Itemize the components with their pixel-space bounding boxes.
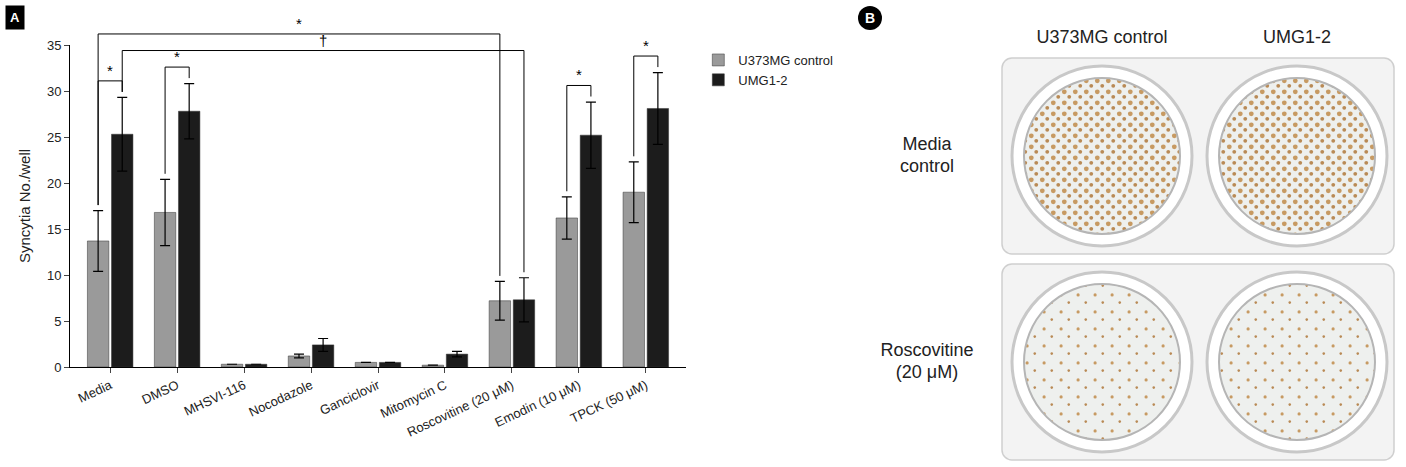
svg-text:Emodin (10 μM): Emodin (10 μM) [492,377,582,430]
svg-text:Media: Media [76,377,115,406]
svg-text:B: B [865,10,875,26]
svg-text:15: 15 [47,222,61,237]
svg-text:*: * [643,37,649,54]
svg-text:UMG1-2: UMG1-2 [1263,27,1331,47]
svg-text:Mediacontrol: Mediacontrol [900,134,954,176]
svg-text:25: 25 [47,130,61,145]
svg-text:*: * [174,48,180,65]
svg-text:A: A [10,10,20,25]
svg-text:30: 30 [47,84,61,99]
svg-text:*: * [107,62,113,79]
svg-text:10: 10 [47,268,61,283]
svg-text:TPCK (50 μM): TPCK (50 μM) [568,377,650,426]
svg-text:Mitomycin C: Mitomycin C [378,377,449,421]
svg-text:Roscovitine (20 μM): Roscovitine (20 μM) [405,377,516,440]
svg-text:Syncytia No./well: Syncytia No./well [16,149,33,263]
svg-text:†: † [319,32,327,49]
svg-text:35: 35 [47,38,61,53]
svg-text:MHSVI-116: MHSVI-116 [182,377,248,419]
svg-text:Ganciclovir: Ganciclovir [317,377,382,418]
svg-text:20: 20 [47,176,61,191]
svg-text:*: * [576,66,582,83]
svg-text:DMSO: DMSO [139,377,181,407]
svg-text:Roscovitine(20 μM): Roscovitine(20 μM) [880,340,973,382]
svg-text:U373MG control: U373MG control [1036,27,1167,47]
svg-text:Nocodazole: Nocodazole [246,377,315,420]
svg-text:*: * [296,15,302,32]
svg-text:0: 0 [54,360,61,375]
svg-text:UMG1-2: UMG1-2 [738,73,787,88]
svg-text:5: 5 [54,314,61,329]
svg-text:U373MG control: U373MG control [738,53,833,68]
